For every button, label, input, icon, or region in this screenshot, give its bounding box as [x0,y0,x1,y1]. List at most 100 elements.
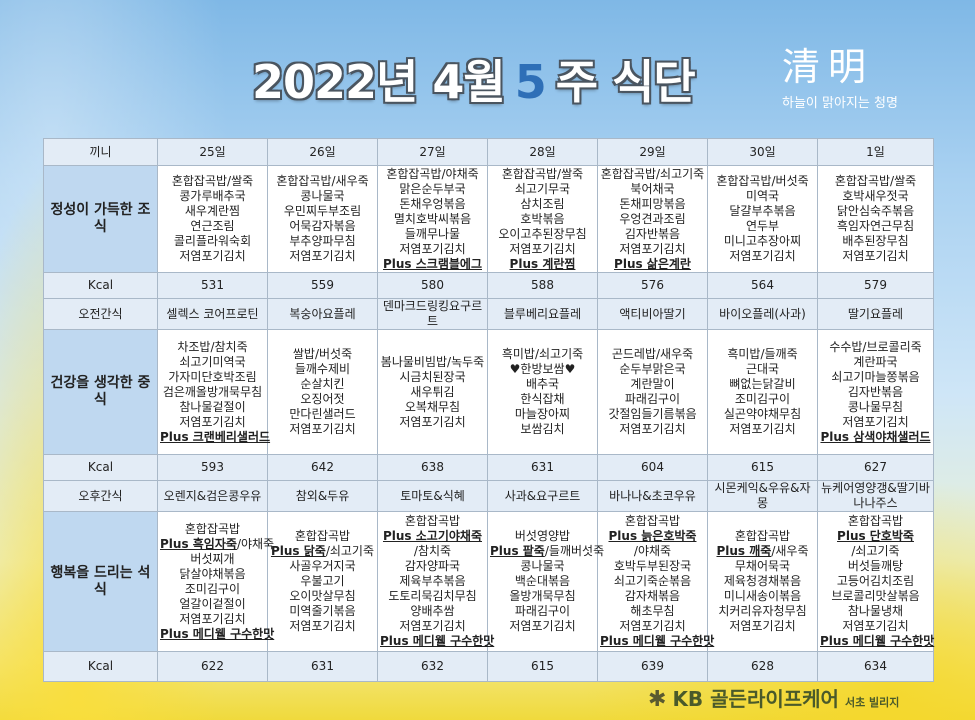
dinner-label: 행복을 드리는 석식 [43,511,158,652]
menu-item: 쇠고기죽순볶음 [613,574,692,588]
menu-item: 미니고추장아찌 [723,234,802,248]
plus-item: Plus 메디웰 구수한맛 [600,634,715,648]
menu-item: 혼합잡곡밥 [294,529,351,543]
menu-item: 삼치조림 [520,196,565,211]
lunch-label: 건강을 생각한 중식 [43,329,158,455]
kcal-value: 615 [487,651,598,682]
menu-item: 혼합잡곡밥/쌀죽 [171,174,254,188]
kcal-value: 628 [707,651,818,682]
menu-item: Plus 계란찜 [490,257,595,272]
menu-item: 파래김구이 [624,392,681,406]
menu-item-rest: /새우죽 [771,544,809,558]
menu-item: 콩나물무침 [847,399,904,414]
breakfast-menu-cell: 혼합잡곡밥/야채죽 맑은순두부국 돈채우엉볶음 멸치호박씨볶음 들깨무나물 저염포기김치 P… [377,165,488,273]
menu-item: 곤드레밥/새우죽 [611,347,694,361]
dinner-menu-cell: 혼합잡곡밥 Plus 닭죽/쇠고기죽 사골우거지국 우불고기 오이맛살무침 미역줄기볶음 저… [267,511,378,652]
menu-item: 저염포기김치 [289,249,356,263]
kcal-value: 576 [597,272,708,299]
menu-item: Plus 삼색야채샐러드 [820,430,931,445]
kcal-value: 632 [377,651,488,682]
menu-item: 김자반볶음 [624,226,681,241]
menu-item: 혼합잡곡밥/버섯죽 [716,174,809,188]
menu-item: 혼합잡곡밥 [184,521,241,536]
menu-item: 봄나물비빔밥/녹두죽 [380,354,485,369]
menu-item-rest: /쇠고기죽 [325,544,375,558]
menu-item: 실곤약야채무침 [723,407,802,421]
menu-item: Plus 늙은호박죽 [600,529,705,544]
menu-item: 혼합잡곡밥/쌀죽 [834,174,917,188]
menu-item: 저염포기김치 [179,611,246,626]
menu-item: 혼합잡곡밥 [404,514,461,528]
dinner-menu-cell: 혼합잡곡밥 Plus 늙은호박죽/야채죽 호박두부된장국 쇠고기죽순볶음 감자채볶음 해초… [597,511,714,652]
menu-item: 순두부맑은국 [619,362,686,376]
kcal-value: 642 [267,454,378,481]
breakfast-menu-cell: 혼합잡곡밥/쌀죽 콩가루배추국 새우계란찜 연근조림 콜리플라워숙회 저염포기김치 [157,165,268,273]
pm-snack-item: 참외&두유 [267,480,378,512]
lunch-kcal-row: Kcal 593 642 638 631 604 615 627 [43,454,934,481]
menu-item: 새우계란찜 [184,204,241,218]
menu-item: 들깨수제비 [294,362,351,376]
pm-snack-item: 오렌지&검은콩우유 [157,480,268,512]
menu-item: 쇠고기미역국 [179,354,246,369]
menu-item: 닭살야채볶음 [179,566,246,581]
lunch-row: 건강을 생각한 중식 차조밥/참치죽 쇠고기미역국 가자미단호박조림 검은깨올방개묵무침… [43,329,934,455]
menu-item: 감자양파국 [404,559,461,573]
breakfast-label: 정성이 가득한 조식 [43,165,158,273]
menu-item: 혼합잡곡밥/쇠고기죽 [600,166,705,181]
menu-item-rest: /들깨버섯죽 [544,544,605,558]
dinner-row: 행복을 드리는 석식 혼합잡곡밥 Plus 흑임자죽/야채죽 버섯찌개 닭살야채볶음 조미… [43,511,934,652]
dinner-kcal-row: Kcal 622 631 632 615 639 628 634 [43,651,934,682]
footer-brand: ✱ KB 골든라이프케어 서초 빌리지 [648,683,899,712]
menu-item: 감자채볶음 [624,589,681,603]
menu-item: 저염포기김치 [729,422,796,436]
menu-item: /쇠고기죽 [851,544,900,558]
plus-item: Plus 팥죽 [490,544,545,558]
menu-item: 우엉견과조림 [619,211,686,226]
kcal-value: 593 [157,454,268,481]
pm-snack-item: 시몬케익&우유&자몽 [707,480,818,512]
am-snack-item: 블루베리요플레 [487,298,598,330]
lunch-menu-cell: 흑미밥/쇠고기죽 ♥한방보쌈♥ 배추국 한식잡채 마늘장아찌 보쌈김치 [487,329,598,455]
branch-name: 서초 빌리지 [844,696,900,709]
menu-item: 콩나물국 [520,559,565,573]
menu-item: 우민찌두부조림 [283,204,362,218]
kcal-label: Kcal [43,651,158,682]
menu-item: 콜리플라워숙회 [173,234,252,248]
breakfast-row: 정성이 가득한 조식 혼합잡곡밥/쌀죽 콩가루배추국 새우계란찜 연근조림 콜리플라워숙회… [43,165,934,273]
menu-item: 저염포기김치 [729,249,796,263]
title-suffix: 주 식단 [555,55,696,109]
menu-item: 저염포기김치 [179,249,246,263]
menu-item: 콩가루배추국 [179,189,246,203]
menu-item: 참나물겉절이 [179,399,246,414]
plus-item: Plus 크랜베리샐러드 [160,429,271,444]
page-title: 2022년 4월 5 주 식단 [252,46,696,112]
menu-item: 조미김구이 [734,392,791,406]
menu-item: 혼합잡곡밥 [734,529,791,543]
menu-item: 올방개묵무침 [509,589,576,603]
menu-item: 혼합잡곡밥 [624,514,681,528]
am-snack-item: 바이오플레(사과) [707,298,818,330]
plus-item: Plus 삼색야채샐러드 [820,429,931,444]
meal-header: 끼니 [43,138,158,166]
menu-item: Plus 스크램블에그 [380,257,485,272]
menu-item: Plus 깨죽/새우죽 [710,544,815,559]
kcal-value: 588 [487,272,598,299]
menu-item: 무채어묵국 [734,559,791,573]
menu-item: 버섯영양밥 [514,529,571,543]
menu-item: 치커리유자청무침 [718,604,807,618]
menu-item: 연두부 [745,219,780,233]
menu-item: 저염포기김치 [289,422,356,436]
menu-item: 들깨무나물 [404,226,461,241]
kcal-label: Kcal [43,272,158,299]
pm-snack-item: 뉴케어영양갱&딸기바나나주스 [817,480,934,512]
breakfast-menu-cell: 혼합잡곡밥/새우죽 콩나물국 우민찌두부조림 어묵감자볶음 부추양파무침 저염포기김치 [267,165,378,273]
menu-item: 버섯들깨탕 [847,559,904,573]
menu-item: 흑미밥/쇠고기죽 [501,347,584,361]
menu-item: 오복채무침 [404,399,461,414]
menu-item: Plus 단호박죽 [820,529,931,544]
menu-item: 돈채피망볶음 [619,196,686,211]
menu-item: 마늘장아찌 [514,407,571,421]
menu-item: 미역줄기볶음 [289,604,356,618]
menu-item: 배추국 [525,377,560,391]
menu-item: 호박볶음 [520,211,565,226]
